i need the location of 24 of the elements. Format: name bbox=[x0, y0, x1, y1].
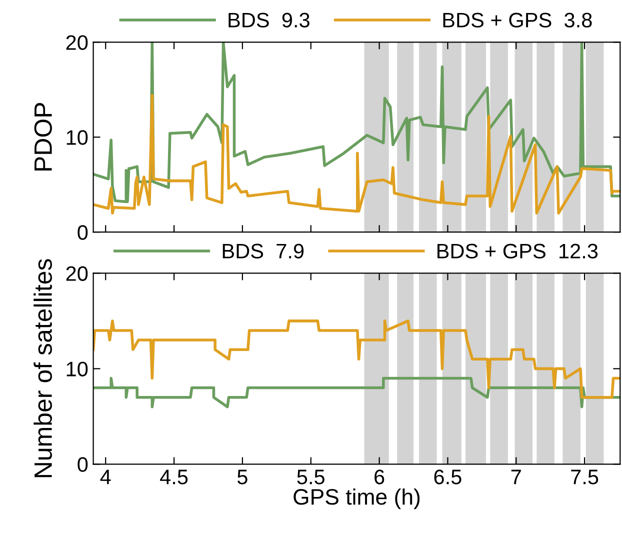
x-tick-label: 4.5 bbox=[160, 470, 188, 484]
line-series bbox=[93, 320, 620, 399]
x-tick-label: 6 bbox=[374, 470, 384, 484]
y-tick-label: 0 bbox=[78, 457, 88, 472]
legend-label: BDS 9.3 bbox=[228, 12, 310, 28]
y-tick-label: 20 bbox=[66, 266, 88, 281]
x-tick-label: 7 bbox=[511, 470, 521, 484]
y-tick-label: 20 bbox=[66, 35, 88, 50]
y-tick-label: 0 bbox=[78, 225, 88, 240]
legend-label: BDS + GPS 12.3 bbox=[438, 244, 598, 258]
y-axis-title: PDOP bbox=[34, 103, 52, 171]
x-tick-label: 6.5 bbox=[434, 470, 462, 484]
x-axis-title: GPS time (h) bbox=[294, 488, 420, 510]
line-series bbox=[93, 94, 620, 214]
y-axis-title: Number of satellites bbox=[34, 259, 52, 478]
legend-label: BDS 7.9 bbox=[222, 244, 304, 258]
y-tick-label: 10 bbox=[66, 362, 88, 376]
x-tick-label: 7.5 bbox=[571, 470, 598, 484]
x-tick-label: 5.5 bbox=[297, 470, 324, 484]
y-tick-label: 10 bbox=[66, 130, 88, 145]
legend-label: BDS + GPS 3.8 bbox=[443, 12, 592, 28]
x-tick-label: 5 bbox=[237, 470, 248, 484]
x-tick-label: 4 bbox=[100, 470, 111, 484]
line-series bbox=[93, 376, 620, 408]
